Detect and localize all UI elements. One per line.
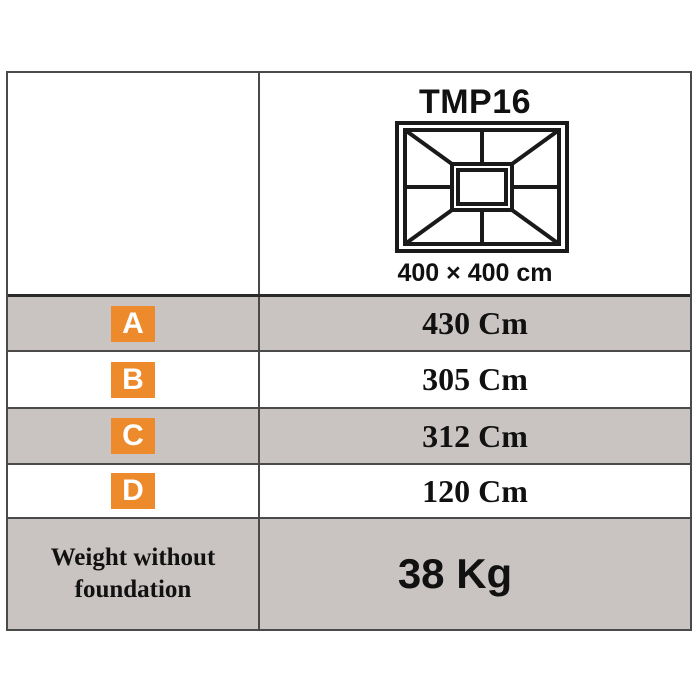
- dimension-value-cell: 430 Cm: [260, 297, 690, 350]
- dimension-row-b: B 305 Cm: [8, 352, 690, 409]
- weight-label-line2: foundation: [74, 576, 192, 603]
- dimension-letter-cell: C: [8, 409, 260, 463]
- dimension-letter-cell: A: [8, 297, 260, 350]
- dimension-letter-cell: B: [8, 352, 260, 407]
- spec-table: TMP16: [6, 71, 692, 631]
- dimension-badge-c: C: [111, 418, 155, 454]
- dimension-value-a: 430 Cm: [422, 305, 528, 341]
- weight-label-cell: Weight without foundation: [8, 519, 260, 629]
- dimension-value-cell: 312 Cm: [260, 409, 690, 463]
- dimension-letter-cell: D: [8, 465, 260, 517]
- frame-top-view-icon: [395, 121, 569, 253]
- dimension-value-b: 305 Cm: [422, 361, 528, 397]
- dimension-row-c: C 312 Cm: [8, 409, 690, 465]
- dimension-value-d: 120 Cm: [422, 472, 528, 509]
- dimension-value-cell: 120 Cm: [260, 465, 690, 517]
- weight-row: Weight without foundation 38 Kg: [8, 519, 690, 629]
- header-empty-cell: [8, 73, 260, 294]
- frame-size-label: 400 × 400 cm: [397, 259, 553, 287]
- dimension-badge-d: D: [111, 473, 155, 509]
- model-name: TMP16: [418, 83, 532, 121]
- dimension-badge-a: A: [111, 305, 155, 342]
- dimension-row-d: D 120 Cm: [8, 465, 690, 519]
- weight-value: 38 Kg: [397, 550, 513, 597]
- dimension-value-c: 312 Cm: [422, 417, 528, 454]
- weight-label-line1: Weight without: [50, 543, 216, 571]
- weight-value-cell: 38 Kg: [260, 519, 690, 629]
- header-row: TMP16: [8, 73, 690, 297]
- dimension-badge-b: B: [111, 361, 155, 398]
- header-model-cell: TMP16: [260, 73, 690, 294]
- dimension-value-cell: 305 Cm: [260, 352, 690, 407]
- weight-label: Weight without foundation: [51, 542, 216, 607]
- dimension-row-a: A 430 Cm: [8, 297, 690, 352]
